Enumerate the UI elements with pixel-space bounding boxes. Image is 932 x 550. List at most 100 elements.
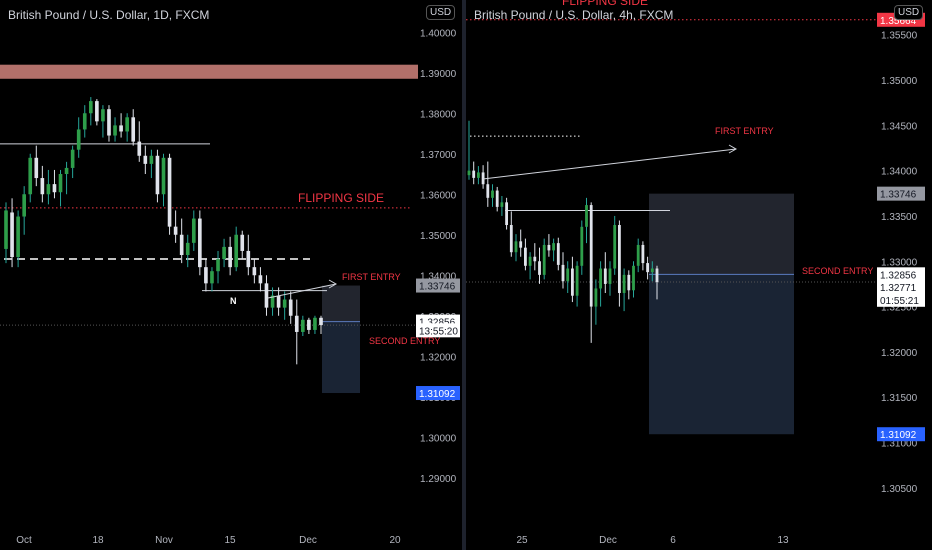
chart-pane-daily[interactable]: 1.40000 1.39000 1.38000 1.37000 1.36000 1.350…: [0, 0, 462, 550]
candle-body: [538, 261, 541, 275]
candle-body: [150, 156, 154, 164]
candle-body: [265, 283, 269, 307]
candle-body: [253, 267, 257, 275]
y-tick-label: 1.34500: [881, 121, 918, 132]
x-tick-label: Nov: [155, 535, 173, 546]
candle-body: [34, 158, 38, 178]
candle-body: [113, 125, 117, 135]
candle-body: [295, 316, 299, 332]
4h-chart-canvas[interactable]: 1.35500 1.35000 1.34500 1.34000 1.33500 1.330…: [466, 0, 932, 550]
candle-body: [168, 158, 172, 227]
price-tag: 1.32856: [880, 270, 917, 281]
candle-body: [590, 205, 593, 307]
x-tick-label: 13: [777, 535, 789, 546]
price-tag: 01:55:21: [880, 296, 919, 307]
x-tick-label: Dec: [299, 535, 317, 546]
candle-body: [119, 125, 123, 131]
candle-body: [259, 275, 263, 283]
candle-body: [131, 117, 135, 141]
y-tick-label: 1.32000: [420, 352, 457, 363]
candle-body: [210, 271, 214, 283]
annotation: FIRST ENTRY: [342, 272, 401, 282]
candle-body: [246, 251, 250, 267]
candle-body: [95, 101, 99, 121]
candle-body: [547, 245, 550, 250]
candle-body: [477, 172, 480, 177]
chart-title: British Pound / U.S. Dollar, 4h, FXCM: [474, 8, 673, 22]
candle-body: [77, 129, 81, 149]
candle-body: [557, 243, 560, 265]
candle-body: [65, 168, 69, 174]
y-tick-label: 1.35500: [881, 31, 918, 42]
candle-body: [186, 243, 190, 255]
candle-body: [618, 225, 621, 293]
candle-body: [22, 194, 26, 216]
x-tick-label: 6: [670, 535, 676, 546]
candle-body: [156, 156, 160, 194]
candle-body: [301, 320, 305, 332]
candle-body: [500, 202, 503, 207]
y-tick-label: 1.36000: [420, 190, 457, 201]
candle-body: [28, 158, 32, 194]
candle-body: [637, 245, 640, 266]
price-tag: 1.32771: [880, 283, 917, 294]
candle-body: [533, 257, 536, 262]
candle-body: [204, 267, 208, 283]
candle-body: [313, 318, 317, 330]
candle-body: [216, 259, 220, 271]
candle-body: [10, 212, 14, 257]
candle-body: [609, 269, 612, 284]
candle-body: [283, 300, 287, 308]
candle-body: [162, 158, 166, 194]
candle-body: [613, 225, 616, 269]
y-tick-label: 1.29000: [420, 474, 457, 485]
annotation: SECOND ENTRY: [802, 266, 873, 276]
candle-body: [180, 235, 184, 255]
daily-chart-canvas[interactable]: 1.40000 1.39000 1.38000 1.37000 1.36000 1.350…: [0, 0, 462, 550]
candle-body: [562, 265, 565, 281]
candle-body: [198, 219, 202, 268]
y-tick-label: 1.38000: [420, 109, 457, 120]
candle-body: [496, 191, 499, 207]
candle-body: [228, 247, 232, 267]
candle-body: [472, 171, 475, 178]
candle-body: [277, 296, 281, 308]
stop-zone: [649, 194, 794, 275]
stop-zone: [322, 286, 360, 322]
candle-body: [319, 318, 323, 325]
candle-body: [632, 266, 635, 290]
currency-button[interactable]: USD: [426, 5, 455, 20]
zone-band: [0, 65, 418, 79]
target-zone: [649, 274, 794, 434]
candle-body: [83, 113, 87, 129]
candle-body: [222, 247, 226, 259]
candle-body: [623, 275, 626, 293]
candle-body: [585, 205, 588, 227]
candle-body: [604, 269, 607, 284]
flipping-side-overlay: FLIPPING SIDE: [562, 0, 648, 8]
candle-body: [47, 184, 51, 194]
chart-pane-4h[interactable]: 1.35500 1.35000 1.34500 1.34000 1.33500 1.330…: [466, 0, 932, 550]
y-tick-label: 1.33500: [881, 212, 918, 223]
candle-body: [53, 184, 57, 192]
candle-body: [651, 269, 654, 273]
candle-body: [192, 219, 196, 243]
candle-body: [599, 269, 602, 289]
y-tick-label: 1.37000: [420, 150, 457, 161]
first-entry-arrow: [483, 149, 736, 179]
y-tick-label: 1.33000: [881, 257, 918, 268]
currency-button[interactable]: USD: [894, 5, 923, 20]
candle-body: [519, 241, 522, 247]
candle-body: [566, 269, 569, 282]
level-label: FLIPPING SIDE: [298, 191, 384, 205]
candle-body: [627, 275, 630, 290]
x-tick-label: 18: [92, 535, 104, 546]
candle-body: [89, 101, 93, 113]
x-tick-label: 15: [224, 535, 236, 546]
candle-body: [4, 210, 8, 248]
candle-body: [137, 142, 141, 156]
candle-body: [491, 191, 494, 198]
y-tick-label: 1.30500: [881, 484, 918, 495]
candle-body: [468, 171, 471, 176]
y-tick-label: 1.32000: [881, 348, 918, 359]
